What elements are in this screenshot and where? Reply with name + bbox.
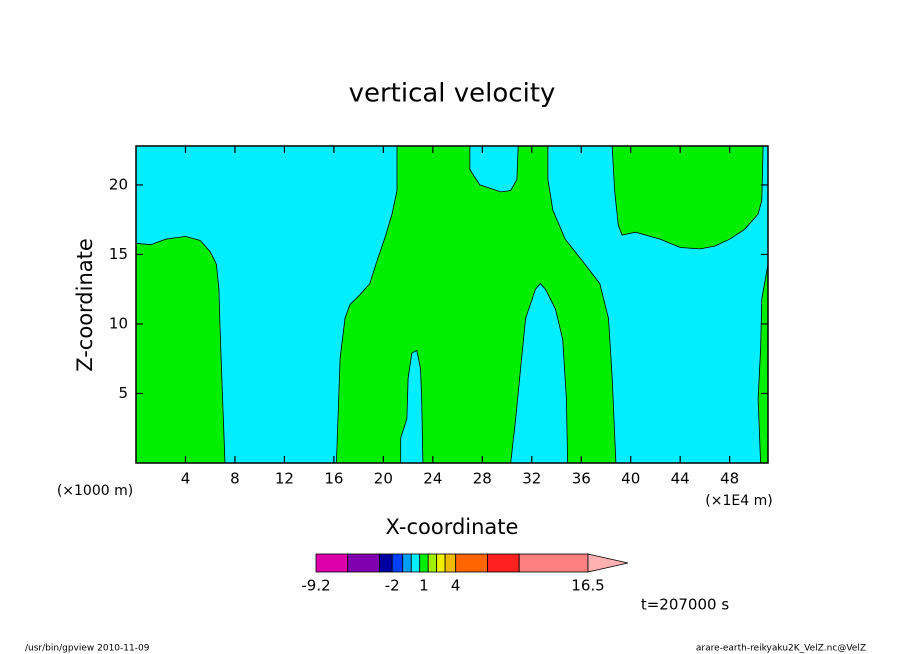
colorbar-label: -9.2	[301, 577, 330, 595]
x-tick-label: 4	[181, 470, 191, 488]
contour-region	[135, 235, 226, 464]
x-tick-label: 40	[621, 470, 640, 488]
colorbar-segment	[436, 553, 446, 573]
x-tick-label: 16	[324, 470, 343, 488]
plot-frame	[135, 145, 769, 464]
contour-region	[611, 145, 764, 250]
y-tick-label: 20	[109, 175, 128, 193]
y-axis-label: Z-coordinate	[73, 238, 97, 372]
colorbar-segment	[427, 553, 438, 573]
colorbar-segment	[455, 553, 488, 573]
footer: arare-earth-reikyaku2K_VelZ.nc@VelZ	[696, 644, 866, 654]
colorbar-segment	[402, 553, 412, 573]
colorbar-label: 1	[419, 577, 429, 595]
colorbar-label: -2	[385, 577, 400, 595]
y-tick-label: 5	[118, 384, 128, 402]
colorbar-segment	[347, 553, 380, 573]
x-unit-label: (×1E4 m)	[705, 493, 772, 509]
x-unit-label: (×1000 m)	[57, 483, 133, 499]
footer: /usr/bin/gpview 2010-11-09	[25, 644, 150, 654]
x-tick-label: 48	[720, 470, 739, 488]
x-tick-label: 36	[572, 470, 591, 488]
chart-title: vertical velocity	[349, 79, 556, 109]
annotation: t=207000 s	[641, 596, 729, 614]
x-tick-label: 20	[374, 470, 393, 488]
x-tick-label: 24	[423, 470, 442, 488]
colorbar-segment	[419, 553, 429, 573]
colorbar-label: 4	[451, 577, 461, 595]
colorbar-label: 16.5	[571, 577, 604, 595]
colorbar-segment	[379, 553, 393, 573]
colorbar-segment	[315, 553, 349, 573]
x-tick-label: 44	[671, 470, 690, 488]
colorbar-segment	[518, 553, 589, 573]
colorbar-segment	[410, 553, 421, 573]
x-axis-label: X-coordinate	[386, 515, 519, 539]
colorbar-segment	[391, 553, 404, 573]
x-tick-label: 8	[230, 470, 240, 488]
x-tick-label: 12	[275, 470, 294, 488]
colorbar-segment	[487, 553, 520, 573]
colorbar-extension	[587, 553, 629, 573]
x-tick-label: 28	[473, 470, 492, 488]
y-tick-label: 10	[109, 314, 128, 332]
x-tick-label: 32	[522, 470, 541, 488]
y-tick-label: 15	[109, 245, 128, 263]
colorbar-segment	[444, 553, 457, 573]
contour-region	[335, 145, 617, 464]
